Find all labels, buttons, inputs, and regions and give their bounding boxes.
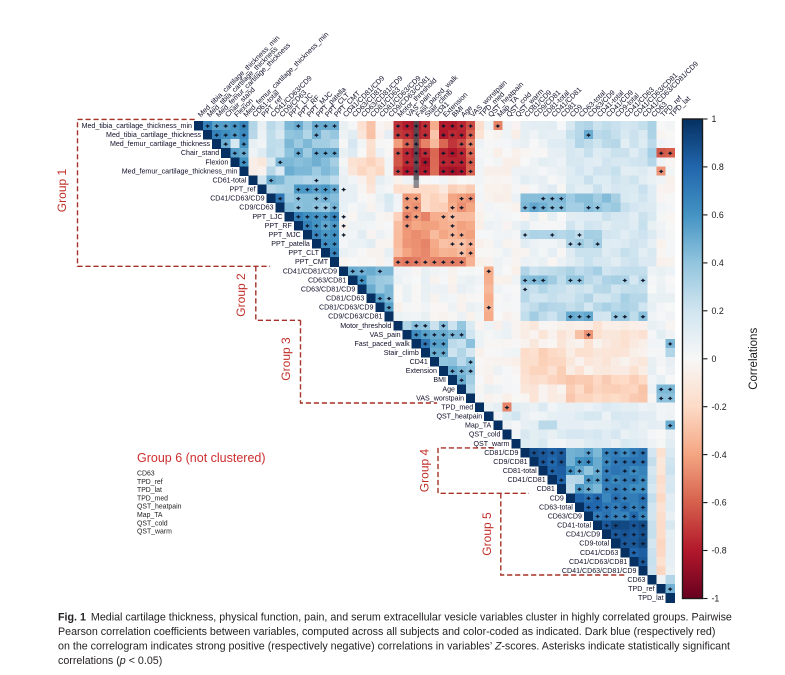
svg-text:QST_cold: QST_cold xyxy=(469,431,501,439)
svg-text:CD9/CD63: CD9/CD63 xyxy=(239,204,273,212)
svg-text:CD61-total: CD61-total xyxy=(212,177,246,185)
svg-text:CD63/CD81: CD63/CD81 xyxy=(308,276,346,284)
svg-text:0.2: 0.2 xyxy=(712,306,724,316)
svg-text:CD9-total: CD9-total xyxy=(579,540,609,548)
svg-text:CD9/CD63/CD81: CD9/CD63/CD81 xyxy=(328,313,382,321)
svg-text:Group 3: Group 3 xyxy=(279,337,293,381)
svg-text:CD41/CD81: CD41/CD81 xyxy=(507,476,545,484)
svg-text:CD63: CD63 xyxy=(627,576,645,584)
svg-text:TPD_lat: TPD_lat xyxy=(638,594,664,602)
svg-text:Group 6 (not clustered): Group 6 (not clustered) xyxy=(137,451,266,465)
svg-text:CD41/CD63: CD41/CD63 xyxy=(580,549,618,557)
svg-text:TPD_med: TPD_med xyxy=(441,404,473,412)
svg-text:CD63/CD9: CD63/CD9 xyxy=(548,512,582,520)
svg-text:0.8: 0.8 xyxy=(712,162,724,172)
svg-text:QST_heatpain: QST_heatpain xyxy=(436,413,482,421)
svg-text:Stair_climb: Stair_climb xyxy=(384,349,419,357)
svg-text:Pearson correlation coefficien: Pearson correlation coefficients between… xyxy=(58,626,715,638)
svg-text:PPT_CLT: PPT_CLT xyxy=(288,249,319,257)
svg-text:PPT_CMT: PPT_CMT xyxy=(295,258,329,266)
svg-text:Map_TA: Map_TA xyxy=(465,422,492,430)
svg-text:PPT_LJC: PPT_LJC xyxy=(252,213,282,221)
svg-text:CD41/CD63/CD81/CD9: CD41/CD63/CD81/CD9 xyxy=(562,567,637,575)
svg-text:Motor_threshold: Motor_threshold xyxy=(340,322,391,330)
svg-text:CD41: CD41 xyxy=(410,358,428,366)
svg-text:correlations (p < 0.05): correlations (p < 0.05) xyxy=(58,655,162,667)
svg-text:-0.2: -0.2 xyxy=(712,402,727,412)
svg-text:QST_cold: QST_cold xyxy=(137,520,168,527)
svg-text:Med_tibia_cartilage_thickness: Med_tibia_cartilage_thickness xyxy=(106,131,201,139)
svg-text:TPD_med: TPD_med xyxy=(137,495,168,502)
svg-text:CD41/CD63/CD9: CD41/CD63/CD9 xyxy=(210,195,264,203)
svg-text:CD81/CD63: CD81/CD63 xyxy=(326,295,364,303)
svg-text:QST_heatpain: QST_heatpain xyxy=(137,504,182,511)
svg-text:Fast_paced_walk: Fast_paced_walk xyxy=(354,340,410,348)
svg-text:CD41/CD81/CD9: CD41/CD81/CD9 xyxy=(283,267,337,275)
svg-text:CD63/CD81/CD9: CD63/CD81/CD9 xyxy=(301,285,355,293)
svg-text:PPT_MJC: PPT_MJC xyxy=(268,231,300,239)
svg-text:VAS_pain: VAS_pain xyxy=(370,331,401,339)
svg-text:on the correlogram indicates s: on the correlogram indicates strong posi… xyxy=(58,640,730,652)
svg-text:Group 1: Group 1 xyxy=(55,168,69,212)
svg-text:Med_femur_cartilage_thickness_: Med_femur_cartilage_thickness_min xyxy=(122,167,238,175)
svg-text:Chair_stand: Chair_stand xyxy=(181,149,219,157)
svg-text:QST_warm: QST_warm xyxy=(474,440,510,448)
svg-text:Flexion: Flexion xyxy=(205,158,228,166)
svg-text:Correlations: Correlations xyxy=(748,328,760,390)
svg-text:PPT_patella: PPT_patella xyxy=(271,240,310,248)
svg-text:Med_femur_cartilage_thickness: Med_femur_cartilage_thickness xyxy=(110,140,211,148)
svg-text:CD9: CD9 xyxy=(550,494,564,502)
svg-text:Med_tibia_cartilage_thickness_: Med_tibia_cartilage_thickness_min xyxy=(82,122,192,130)
svg-text:TPD_ref: TPD_ref xyxy=(137,479,163,486)
svg-text:TPD_lat: TPD_lat xyxy=(137,487,162,494)
svg-text:-0.6: -0.6 xyxy=(712,498,727,508)
svg-text:BMI: BMI xyxy=(433,376,446,384)
svg-text:1: 1 xyxy=(712,114,717,124)
svg-text:CD63: CD63 xyxy=(137,471,155,478)
svg-text:-0.8: -0.8 xyxy=(712,546,727,556)
svg-text:Age: Age xyxy=(442,385,455,393)
svg-text:PPT_RF: PPT_RF xyxy=(265,222,293,230)
svg-text:0.4: 0.4 xyxy=(712,258,724,268)
svg-text:CD81-total: CD81-total xyxy=(503,467,537,475)
svg-text:CD81: CD81 xyxy=(537,485,555,493)
svg-text:Extension: Extension xyxy=(406,367,437,375)
svg-text:-0.4: -0.4 xyxy=(712,450,727,460)
svg-text:CD41/CD63/CD81: CD41/CD63/CD81 xyxy=(569,558,627,566)
svg-text:Group 2: Group 2 xyxy=(234,273,248,317)
svg-text:0: 0 xyxy=(712,354,717,364)
svg-text:TPD_ref: TPD_ref xyxy=(628,585,654,593)
svg-text:CD81/CD9: CD81/CD9 xyxy=(484,449,518,457)
svg-text:CD63-total: CD63-total xyxy=(539,503,573,511)
svg-text:-1: -1 xyxy=(712,594,720,604)
svg-text:Map_TA: Map_TA xyxy=(137,512,163,519)
svg-text:0.6: 0.6 xyxy=(712,210,724,220)
svg-text:CD9/CD81: CD9/CD81 xyxy=(493,458,527,466)
svg-text:PPT_ref: PPT_ref xyxy=(229,186,255,194)
svg-text:Group 4: Group 4 xyxy=(418,448,432,492)
svg-text:CD41-total: CD41-total xyxy=(557,522,591,530)
svg-text:CD41/CD9: CD41/CD9 xyxy=(566,531,600,539)
svg-text:QST_warm: QST_warm xyxy=(137,529,172,536)
svg-text:CD81/CD63/CD9: CD81/CD63/CD9 xyxy=(319,304,373,312)
svg-text:VAS_worstpain: VAS_worstpain xyxy=(416,394,464,402)
svg-text:Group 5: Group 5 xyxy=(480,512,494,556)
